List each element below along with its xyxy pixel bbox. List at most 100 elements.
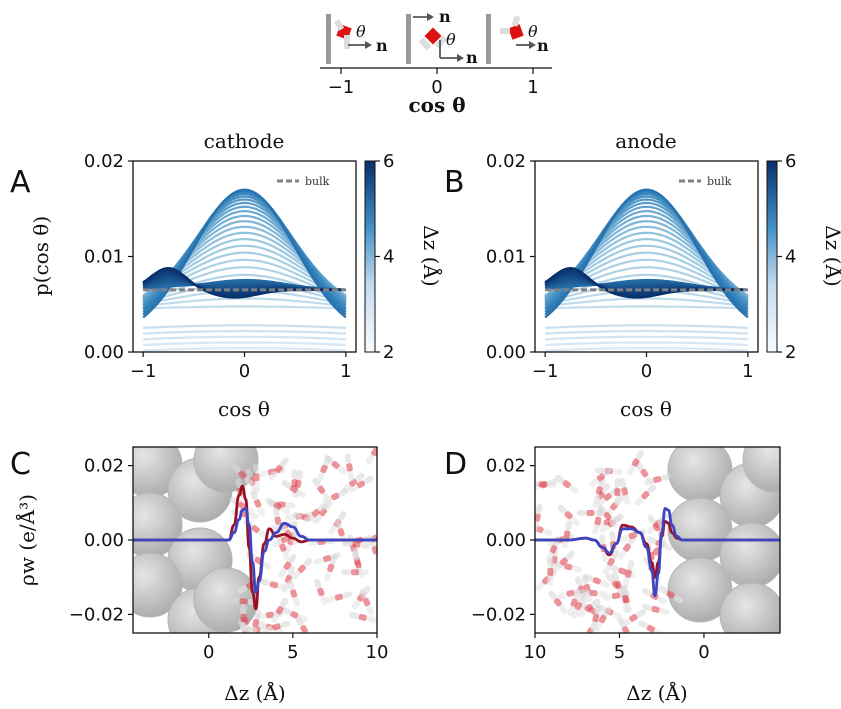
water-molecule <box>340 569 369 576</box>
schematic-tick-label: 0 <box>431 77 442 98</box>
x-tick-label: 10 <box>524 642 547 663</box>
water-molecule <box>594 606 612 632</box>
water-molecule <box>557 504 580 526</box>
water-molecule <box>265 497 291 515</box>
distribution-curves <box>142 188 347 352</box>
x-tick-label: 0 <box>239 361 250 382</box>
theta-symbol: θ <box>528 22 538 41</box>
x-tick-label: 5 <box>614 642 625 663</box>
water-molecule <box>641 603 670 616</box>
panel-label: C <box>10 447 31 482</box>
water-molecule <box>614 478 621 507</box>
electrode-wall <box>326 14 331 64</box>
water-molecule <box>250 490 266 517</box>
distribution-curve <box>142 191 347 311</box>
water-molecule <box>638 620 664 633</box>
legend-bulk-label: bulk <box>707 175 732 188</box>
schematic-tick-label: 1 <box>527 77 538 98</box>
electrode-atom <box>719 582 780 633</box>
water-molecules <box>535 449 684 633</box>
distribution-curve <box>143 329 346 335</box>
distribution-curves <box>544 188 749 352</box>
water-molecules <box>229 447 377 633</box>
distribution-curve <box>545 324 748 330</box>
water-molecule <box>535 503 543 532</box>
water-molecule <box>260 578 288 591</box>
normal-symbol: n <box>466 48 478 67</box>
panel-title: anode <box>615 129 676 153</box>
water-molecule <box>611 571 625 599</box>
colorbar-tick-label: 2 <box>383 342 394 363</box>
water-molecule-icon <box>418 27 448 51</box>
theta-symbol: θ <box>356 22 366 41</box>
colorbar-tick-label: 2 <box>785 342 796 363</box>
water-molecule <box>552 550 575 573</box>
x-tick-label: 1 <box>340 361 351 382</box>
electrode-atoms <box>133 447 259 633</box>
x-tick-label: 5 <box>287 642 298 663</box>
x-axis-label: Δz (Å) <box>224 680 285 705</box>
water-molecule <box>634 484 657 506</box>
distribution-curve <box>545 305 748 310</box>
orientation-schematic: −1 0 1 cos θ n θ n n θ <box>320 7 552 117</box>
y-tick-label: 0.00 <box>486 342 526 363</box>
y-tick-label: −0.02 <box>471 604 526 625</box>
distribution-curve <box>142 267 346 299</box>
distribution-curve <box>544 191 749 311</box>
water-molecule <box>348 611 377 623</box>
y-tick-label: 0.00 <box>486 530 526 551</box>
water-molecule <box>278 553 297 578</box>
electrode-atom <box>133 552 183 618</box>
distribution-curve <box>545 347 748 352</box>
normal-symbol: n <box>537 36 549 55</box>
colorbar-tick-label: 4 <box>785 247 796 268</box>
y-axis-label: ρw (e/Å³) <box>14 494 39 586</box>
water-molecule <box>577 598 601 618</box>
distribution-curve <box>143 347 346 352</box>
theta-symbol: θ <box>446 30 456 49</box>
distribution-curve <box>143 324 346 330</box>
water-molecule <box>314 578 328 606</box>
water-molecule <box>621 585 630 614</box>
panel-label: A <box>10 165 31 200</box>
water-molecule <box>323 554 338 582</box>
water-molecule <box>240 603 247 632</box>
water-molecule <box>579 588 608 598</box>
y-axis-label: p(cos θ) <box>29 216 53 296</box>
distribution-curve <box>545 341 748 347</box>
water-molecule <box>287 580 301 607</box>
water-molecule <box>322 488 349 505</box>
water-molecule <box>348 475 374 493</box>
x-tick-label: 0 <box>203 642 214 663</box>
y-tick-label: 0.01 <box>486 247 526 268</box>
water-molecule <box>643 473 671 486</box>
water-molecule-icon <box>500 15 524 40</box>
water-molecule <box>622 560 635 588</box>
panel-d: D 10 5 0 −0.02 0.00 0.02 Δz (Å) <box>444 446 781 705</box>
water-molecule <box>548 590 568 615</box>
water-molecule <box>231 463 254 486</box>
water-molecule <box>325 591 353 603</box>
water-molecule <box>281 607 308 623</box>
water-molecule <box>535 480 557 488</box>
x-tick-label: 0 <box>641 361 652 382</box>
y-tick-label: 0.02 <box>84 151 124 172</box>
legend-bulk-label: bulk <box>305 175 330 188</box>
x-tick-label: 10 <box>366 642 389 663</box>
colorbar <box>364 160 376 353</box>
panel-label: D <box>444 447 467 482</box>
water-molecule <box>250 609 262 633</box>
panel-b: B anode −1 0 10.000.010.02 cos θ bulk 246 … <box>444 129 841 421</box>
schematic-axis-label: cos θ <box>408 93 465 117</box>
electrode-atom <box>193 447 259 493</box>
panel-c: C 0 5 10 −0.02 0.00 0.02 Δz (Å) ρw (e/Å³) <box>10 446 389 705</box>
y-tick-label: 0.02 <box>486 151 526 172</box>
water-molecule <box>252 463 261 492</box>
normal-symbol: n <box>439 7 451 26</box>
water-molecule <box>593 476 606 505</box>
distribution-curve <box>143 341 346 347</box>
electrode-atom <box>742 447 780 493</box>
panel-label: B <box>444 165 465 200</box>
water-molecule <box>547 557 554 586</box>
